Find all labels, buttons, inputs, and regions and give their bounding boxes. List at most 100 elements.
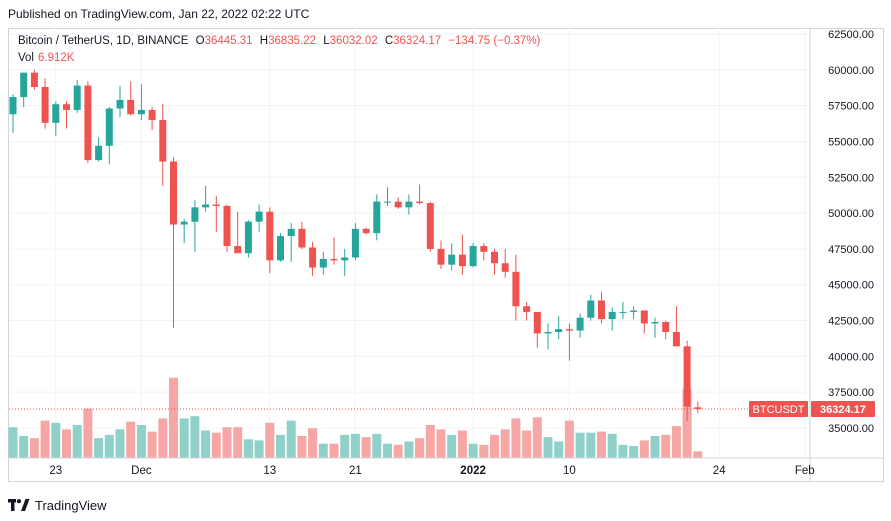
candle-body <box>105 108 113 146</box>
time-tick-label: 10 <box>563 465 576 477</box>
time-tick-label: 24 <box>713 465 726 477</box>
symbol-tag <box>749 401 808 418</box>
change-value: −134.75 (−0.37%) <box>448 35 541 47</box>
volume-bar <box>276 434 285 458</box>
candle-body <box>662 321 670 333</box>
price-tick-label: 45000.00 <box>828 280 874 292</box>
chart-frame <box>8 28 884 482</box>
volume-bar <box>554 441 564 458</box>
volume-bar <box>104 434 114 458</box>
candle-body <box>458 254 466 267</box>
time-tick-label: 23 <box>49 465 62 477</box>
candle-body <box>277 236 284 261</box>
volume-bar <box>179 418 189 458</box>
candle-body <box>544 332 552 334</box>
volume-bar <box>597 431 606 458</box>
candle-body <box>598 300 605 320</box>
candle-body <box>95 145 103 161</box>
volume-bar <box>564 420 574 458</box>
candle-body <box>437 248 445 265</box>
candle-body <box>362 228 370 234</box>
candle-body <box>52 104 60 123</box>
low-label: L <box>323 35 330 47</box>
candle-body <box>202 204 210 208</box>
volume-bar <box>115 429 125 458</box>
volume-bar <box>682 388 692 458</box>
volume-bar <box>383 443 392 458</box>
volume-bar <box>233 427 243 458</box>
price-tick-label: 42500.00 <box>828 316 874 328</box>
volume-bar <box>350 433 360 458</box>
candle-body <box>694 407 702 410</box>
candle-body <box>448 254 456 265</box>
volume-bar <box>340 434 350 458</box>
candle-body <box>341 257 349 261</box>
candle-body <box>287 228 295 237</box>
candle-body <box>672 332 680 347</box>
volume-bar <box>243 439 253 458</box>
price-tick-label: 50000.00 <box>828 208 874 220</box>
last-price-tag <box>811 401 875 418</box>
candle-body <box>234 246 242 254</box>
candle-body <box>501 263 509 272</box>
volume-bar <box>661 434 671 458</box>
high-value: 36835.22 <box>268 35 317 47</box>
price-tick-label: 60000.00 <box>828 65 874 77</box>
price-tick-label: 52500.00 <box>828 172 874 184</box>
published-caption: Published on TradingView.com, Jan 22, 20… <box>8 7 310 21</box>
volume-bar <box>297 436 307 458</box>
volume-bar <box>361 437 371 458</box>
candle-body <box>170 161 177 225</box>
candle-body <box>394 201 402 208</box>
candle-body <box>523 306 531 312</box>
candle-body <box>384 201 391 203</box>
high-label: H <box>259 35 269 47</box>
tradingview-logo-icon <box>8 498 30 511</box>
candle-body <box>512 271 520 307</box>
volume-bar <box>211 432 221 458</box>
candle-body <box>426 203 434 249</box>
volume-bar <box>329 443 339 458</box>
candle-body <box>373 201 381 234</box>
volume-bar <box>522 430 532 458</box>
candle-body <box>9 97 17 115</box>
volume-bar <box>190 416 200 458</box>
candle-body <box>298 228 306 248</box>
candle-body <box>159 119 167 162</box>
candle-body <box>630 310 638 312</box>
candle-body <box>223 205 231 247</box>
volume-bar <box>532 417 542 458</box>
volume-bar <box>318 443 328 458</box>
last-price-label: 36324.17 <box>820 404 866 416</box>
candle-body <box>351 228 359 258</box>
candle-body <box>416 201 424 204</box>
volume-bar <box>83 408 93 458</box>
volume-bar <box>94 438 104 458</box>
candle-body <box>533 311 541 334</box>
candle-body <box>73 85 81 110</box>
price-tick-label: 62500.00 <box>828 29 874 41</box>
candle-body <box>576 317 584 331</box>
volume-bar <box>404 441 414 458</box>
time-tick-label: Feb <box>795 465 815 477</box>
footer-brand: TradingView <box>35 497 107 513</box>
candle-body <box>469 246 477 267</box>
candle-body <box>30 72 38 88</box>
volume-bar <box>393 444 403 458</box>
volume-bar <box>51 422 61 458</box>
candle-body <box>619 311 627 313</box>
candle-body <box>683 346 691 407</box>
candle-body <box>405 201 413 208</box>
volume-bar <box>19 436 29 458</box>
candlestick-chart[interactable]: 35000.00 37500.00 40000.00 42500.00 45000.00… <box>8 28 884 482</box>
volume-bar <box>607 433 617 458</box>
volume-bar <box>479 444 489 458</box>
candle-body <box>491 251 498 264</box>
candle-body <box>255 211 263 222</box>
candle-body <box>587 300 595 318</box>
time-tick-label: Dec <box>131 465 152 477</box>
candle-body <box>309 247 317 268</box>
low-value: 36032.02 <box>329 35 378 47</box>
candle-body <box>266 211 274 261</box>
close-value: 36324.17 <box>393 35 442 47</box>
